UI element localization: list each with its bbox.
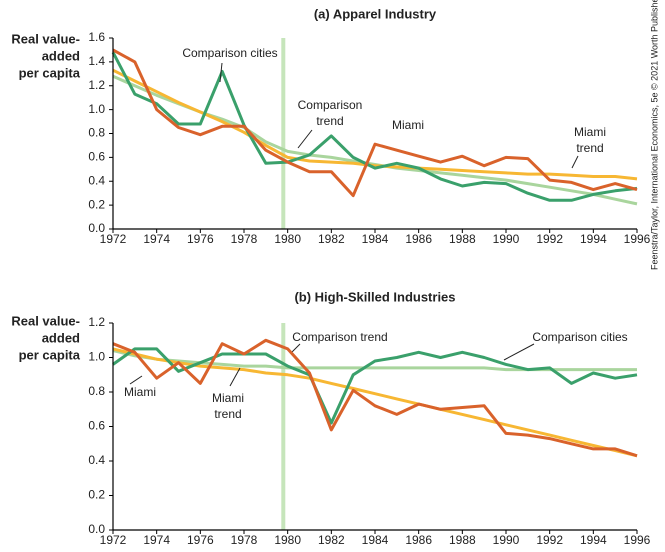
source-note: Feenstra/Taylor, International Economics… xyxy=(649,0,659,270)
y-tick-label: 1.6 xyxy=(88,30,105,44)
x-tick-label: 1982 xyxy=(318,533,345,547)
y-axis-label: per capita xyxy=(19,347,81,362)
x-tick-label: 1994 xyxy=(580,232,607,246)
series-label: Miami xyxy=(124,385,156,399)
y-axis-label: Real value- xyxy=(11,31,80,46)
leader-line xyxy=(297,129,313,149)
leader-line xyxy=(129,375,143,385)
series-line xyxy=(112,48,638,198)
x-tick-label: 1984 xyxy=(362,232,389,246)
y-tick-label: 0.2 xyxy=(88,488,105,502)
x-tick-label: 1978 xyxy=(231,232,258,246)
series-label: Comparison cities xyxy=(532,330,627,344)
y-axis-label: added xyxy=(42,330,80,345)
series-label: Comparison trend xyxy=(298,98,363,128)
y-axis-label: per capita xyxy=(19,65,81,80)
x-tick-label: 1990 xyxy=(493,232,520,246)
x-tick-label: 1984 xyxy=(362,533,389,547)
x-tick-label: 1994 xyxy=(580,533,607,547)
y-tick-label: 1.2 xyxy=(88,78,105,92)
series-label: Miami trend xyxy=(212,391,244,421)
x-tick-label: 1972 xyxy=(100,232,127,246)
x-tick-label: 1996 xyxy=(624,533,651,547)
y-axis-label: added xyxy=(42,48,80,63)
leader-line xyxy=(571,155,579,169)
series-label: Comparison trend xyxy=(292,330,387,344)
leader-line xyxy=(291,343,301,353)
y-tick-label: 0.8 xyxy=(88,126,105,140)
series-line xyxy=(112,68,638,181)
y-tick-label: 1.2 xyxy=(88,315,105,329)
x-tick-label: 1986 xyxy=(405,533,432,547)
x-tick-label: 1978 xyxy=(231,533,258,547)
y-axis-label: Real value- xyxy=(11,313,80,328)
leader-line xyxy=(229,367,241,387)
x-tick-label: 1974 xyxy=(143,533,170,547)
x-tick-label: 1982 xyxy=(318,232,345,246)
x-tick-label: 1996 xyxy=(624,232,651,246)
x-tick-label: 1974 xyxy=(143,232,170,246)
y-tick-label: 0.4 xyxy=(88,173,105,187)
y-tick-label: 1.0 xyxy=(88,102,105,116)
series-label: Comparison cities xyxy=(182,46,277,60)
series-line xyxy=(112,74,638,206)
chart-title: (b) High-Skilled Industries xyxy=(294,289,455,304)
y-tick-label: 0.8 xyxy=(88,384,105,398)
series-label: Miami trend xyxy=(574,125,606,155)
x-tick-label: 1980 xyxy=(274,533,301,547)
y-tick-label: 0.4 xyxy=(88,453,105,467)
series-line xyxy=(111,51,638,202)
x-tick-label: 1990 xyxy=(493,533,520,547)
y-tick-label: 0.2 xyxy=(88,197,105,211)
y-tick-label: 1.0 xyxy=(88,350,105,364)
y-tick-label: 0.6 xyxy=(88,150,105,164)
y-tick-label: 0.0 xyxy=(88,522,105,536)
leader-line xyxy=(219,62,223,83)
y-tick-label: 0.6 xyxy=(88,419,105,433)
x-tick-label: 1972 xyxy=(100,533,127,547)
x-tick-label: 1988 xyxy=(449,533,476,547)
x-tick-label: 1976 xyxy=(187,533,214,547)
x-tick-label: 1992 xyxy=(536,533,563,547)
y-tick-label: 1.4 xyxy=(88,54,105,68)
x-tick-label: 1986 xyxy=(405,232,432,246)
x-tick-label: 1976 xyxy=(187,232,214,246)
x-tick-label: 1980 xyxy=(274,232,301,246)
series-line xyxy=(112,347,638,458)
chart-title: (a) Apparel Industry xyxy=(314,6,437,21)
x-tick-label: 1992 xyxy=(536,232,563,246)
y-tick-label: 0.0 xyxy=(88,221,105,235)
series-line xyxy=(112,347,638,425)
leader-line xyxy=(503,343,535,361)
x-tick-label: 1988 xyxy=(449,232,476,246)
series-label: Miami xyxy=(392,118,424,132)
series-line xyxy=(112,338,638,458)
